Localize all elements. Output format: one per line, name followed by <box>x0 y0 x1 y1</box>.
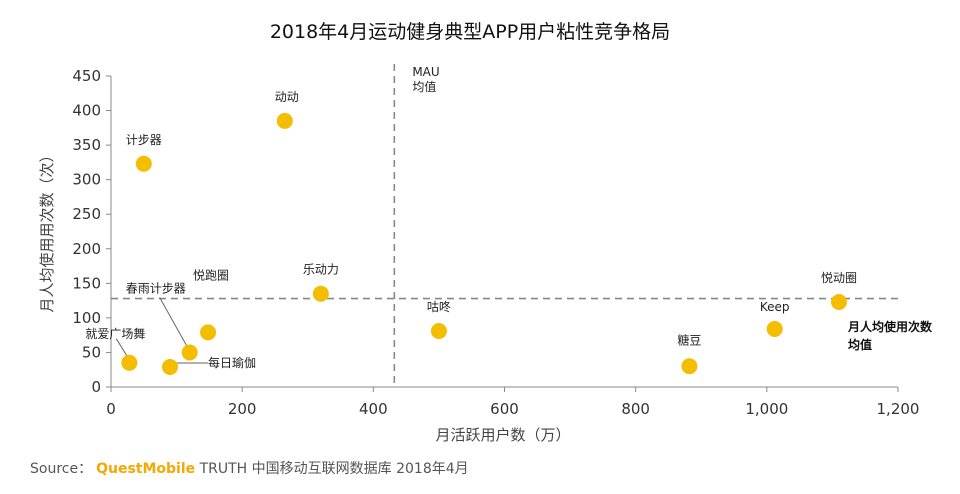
point-label: 咕咚 <box>427 299 451 314</box>
chart-title: 2018年4月运动健身典型APP用户粘性竞争格局 <box>270 21 670 43</box>
data-point <box>312 285 329 302</box>
axes: 0 50 100 150 200 250 300 350 400 450 0 200 400 600 800… <box>72 67 919 418</box>
data-point <box>276 112 293 129</box>
point-label: 计步器 <box>126 133 162 147</box>
y-tick-label: 0 <box>91 378 101 396</box>
y-tick-label: 150 <box>72 274 101 292</box>
y-tick-label: 400 <box>72 102 101 120</box>
x-tick-label: 600 <box>490 400 519 418</box>
y-tick-label: 200 <box>72 240 101 258</box>
point-label: 就爱广场舞 <box>85 327 145 341</box>
x-tick-label: 1,000 <box>745 400 788 418</box>
source-text: TRUTH 中国移动互联网数据库 2018年4月 <box>195 461 469 477</box>
point-label: 悦动圈 <box>821 271 857 285</box>
y-tick-label: 450 <box>72 67 101 85</box>
mau-mean-label: MAU <box>412 65 439 79</box>
data-points <box>121 112 847 375</box>
x-tick-label: 200 <box>228 400 257 418</box>
x-axis-label: 月活跃用户数（万） <box>435 426 570 444</box>
usage-mean-label: 均值 <box>848 337 872 352</box>
data-point <box>766 320 783 337</box>
point-label: Keep <box>760 300 790 314</box>
x-tick-label: 800 <box>621 400 650 418</box>
y-tick-label: 350 <box>72 136 101 154</box>
point-label: 春雨计步器 <box>126 281 186 295</box>
mau-mean-label: 均值 <box>412 79 436 94</box>
x-tick-label: 0 <box>106 400 116 418</box>
usage-mean-label: 月人均使用次数 <box>847 319 933 334</box>
data-point <box>181 344 198 361</box>
data-point <box>135 155 152 172</box>
point-label: 每日瑜伽 <box>208 355 256 370</box>
leader-line <box>159 297 189 349</box>
y-tick-label: 250 <box>72 205 101 223</box>
data-point <box>830 293 847 310</box>
point-label: 悦跑圈 <box>193 268 229 282</box>
y-axis-label: 月人均使用用次数（次） <box>38 147 56 312</box>
data-point <box>162 358 179 375</box>
data-point <box>200 324 217 341</box>
source-note: Source： QuestMobile TRUTH 中国移动互联网数据库 2018… <box>30 458 469 478</box>
data-point <box>681 358 698 375</box>
data-point <box>121 354 138 371</box>
y-tick-label: 100 <box>72 309 101 327</box>
source-prefix: Source： <box>30 461 93 477</box>
y-tick-label: 50 <box>82 343 101 361</box>
point-label: 糖豆 <box>677 332 701 347</box>
point-label: 乐动力 <box>303 263 339 277</box>
y-tick-label: 300 <box>72 171 101 189</box>
point-label: 动动 <box>275 90 299 104</box>
data-point <box>430 323 447 340</box>
x-tick-label: 1,200 <box>877 400 920 418</box>
x-tick-label: 400 <box>359 400 388 418</box>
questmobile-brand: QuestMobile <box>96 461 196 477</box>
